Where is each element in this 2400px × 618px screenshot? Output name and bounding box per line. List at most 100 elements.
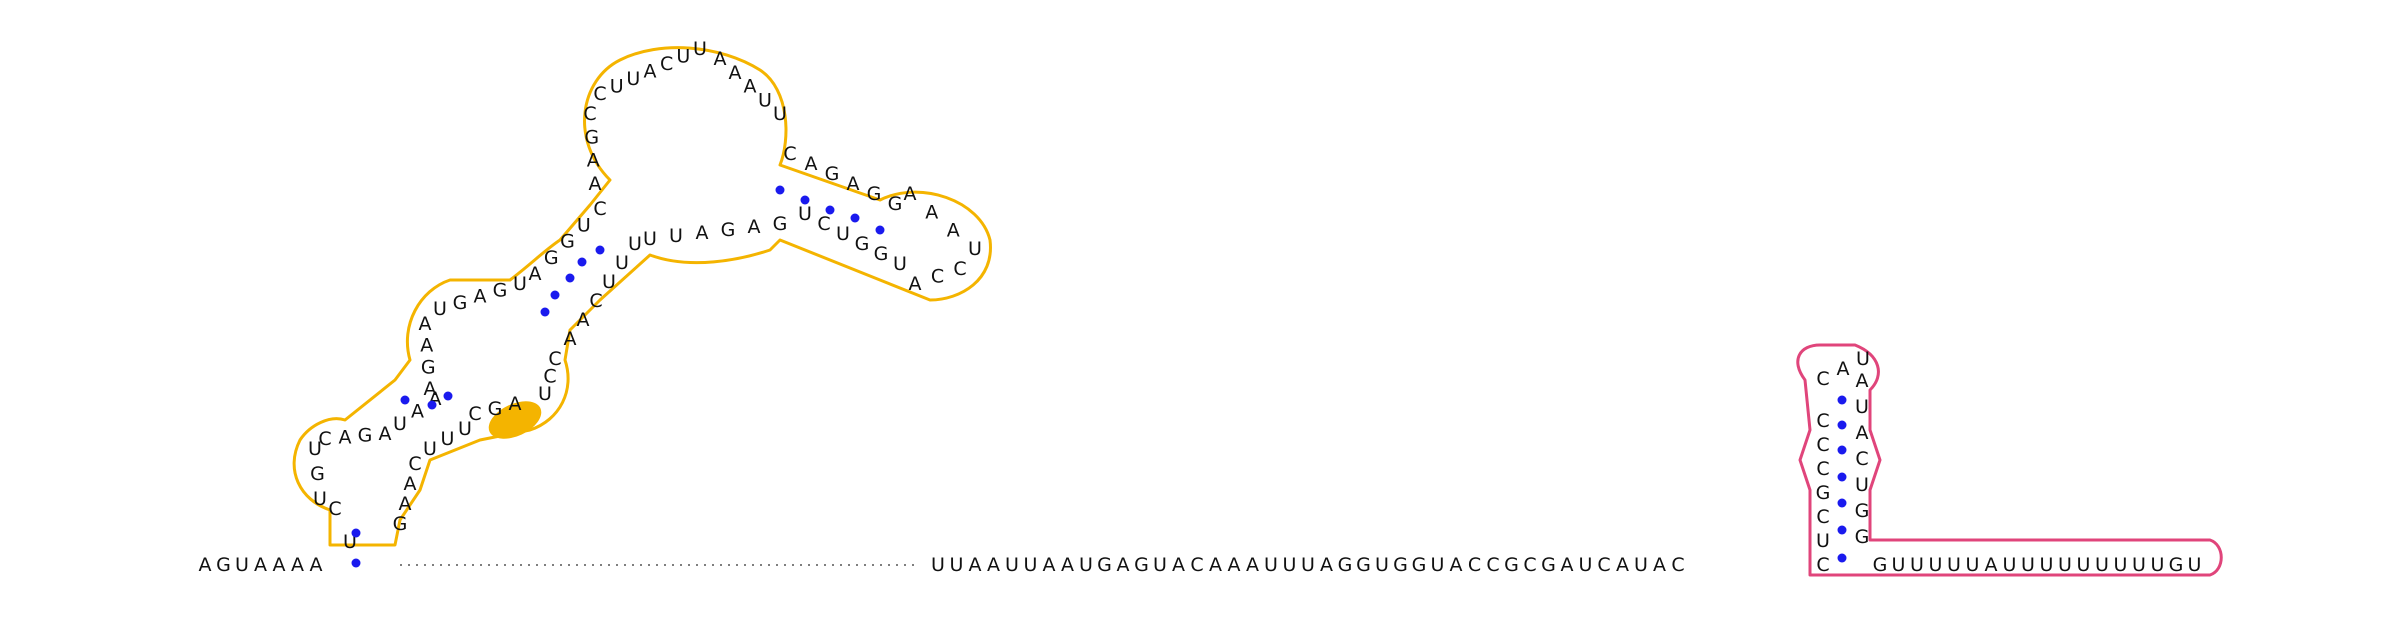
mid-run-nt: A [1061,554,1074,576]
base-pair-dot [825,205,835,215]
domain-1-nt: A [644,61,657,83]
mid-run-nt: U [1153,554,1167,576]
mid-run-nt: U [1079,554,1093,576]
mid-run-nt: C [1190,554,1203,576]
domain-1-nt: G [393,513,408,535]
mid-run-nt: U [1375,554,1389,576]
domain-1-nt: A [847,173,860,195]
domain-1-nt: C [817,213,830,235]
pink-hairpin-left-nt: U [1816,530,1830,552]
tail-nt: A [1985,554,1998,576]
mid-run-nt: U [1431,554,1445,576]
tail-nt: U [2021,554,2035,576]
mid-run-nt: G [1134,554,1149,576]
domain-1-nt: U [441,428,455,450]
domain-1-nt: G [493,279,508,301]
pink-hairpin-left-nt: G [1816,482,1831,504]
domain-1-nt: U [433,298,447,320]
domain-1-nt: G [855,233,870,255]
base-pair-dot [540,307,550,317]
tail-nt: U [1947,554,1961,576]
tail-nt: U [2132,554,2146,576]
domain-1-nt: C [593,83,606,105]
mid-run-nt: A [1616,554,1629,576]
domain-1-nt: U [758,89,772,111]
pink-hairpin-left-nt: C [1816,506,1829,528]
mid-run-nt: A [1653,554,1666,576]
domain-1-nt: U [615,252,629,274]
domain-1-nt: C [953,258,966,280]
domain-1-nt: A [420,335,433,357]
domain-1-nt: C [660,53,673,75]
mid-run-nt: A [1117,554,1130,576]
pink-hairpin-right-nt: G [1855,526,1870,548]
domain-1-nt: A [404,473,417,495]
domain-1-nt: U [610,76,624,98]
base-pair-dot [850,213,860,223]
domain-1-nt: U [893,253,907,275]
pink-hairpin-right-nt: C [1855,448,1868,470]
domain-1-nt: G [874,243,889,265]
tail-nt: G [1873,554,1888,576]
mid-run-nt: A [987,554,1000,576]
domain-1-nt: U [628,233,642,255]
left-tail-nt: A [199,554,212,576]
domain-1-nt: A [474,286,487,308]
tail-nt: U [2003,554,2017,576]
mid-run-nt: A [1043,554,1056,576]
mid-run-nt: G [1412,554,1427,576]
domain-1-nt: U [393,413,407,435]
base-pair-dot [351,528,361,538]
mid-run-nt: C [1597,554,1610,576]
domain-1-nt: C [583,103,596,125]
domain-1-nt: U [423,438,437,460]
pink-hairpin-right-nt: U [1855,396,1869,418]
mid-run-nt: U [931,554,945,576]
domain-1-nt: G [488,398,503,420]
pink-hairpin-left-nt: C [1816,410,1829,432]
base-pair-dot [1837,553,1847,563]
mid-run-nt: C [1486,554,1499,576]
domain-1-nt: C [543,366,556,388]
mid-run-nt: U [1264,554,1278,576]
domain-1-nt: U [773,103,787,125]
domain-1-nt: U [313,488,327,510]
tail-nt: U [2058,554,2072,576]
left-tail-nt: G [216,554,231,576]
domain-1-nt: A [947,220,960,242]
domain-1-nt: A [748,216,761,238]
base-pair-dot [351,558,361,568]
domain-1-nt: U [693,38,707,60]
domain-1-nt: C [548,348,561,370]
mid-run-nt: C [1671,554,1684,576]
domain-1-nt: U [643,228,657,250]
domain-1-nt: A [339,426,352,448]
domain-1-nt: A [696,222,709,244]
domain-1-nt: A [509,393,522,415]
mid-run-nt: A [969,554,982,576]
domain-1-nt: A [909,273,922,295]
domain-1-nt: G [358,425,373,447]
left-tail-nt: A [254,554,267,576]
domain-1-nt: C [328,498,341,520]
pink-hairpin-loop-nt: A [1837,358,1850,380]
base-pair-dot [595,245,605,255]
base-pair-dot [1837,498,1847,508]
mid-run-nt: A [1228,554,1241,576]
pink-hairpin-right-nt: G [1855,500,1870,522]
tail-nt: G [2169,554,2184,576]
pink-hairpin-left-nt: C [1816,458,1829,480]
tail-nt: U [2095,554,2109,576]
mid-run-nt: G [1338,554,1353,576]
domain-1-nt: C [408,453,421,475]
domain-1-nt: U [798,203,812,225]
domain-1-nt: A [419,313,432,335]
mid-run-nt: G [1393,554,1408,576]
domain-1-nt: G [888,193,903,215]
domain-1-nt: A [729,62,742,84]
domain-1-nt: U [308,438,322,460]
mid-run-nt: A [1450,554,1463,576]
mid-run-nt: U [1005,554,1019,576]
